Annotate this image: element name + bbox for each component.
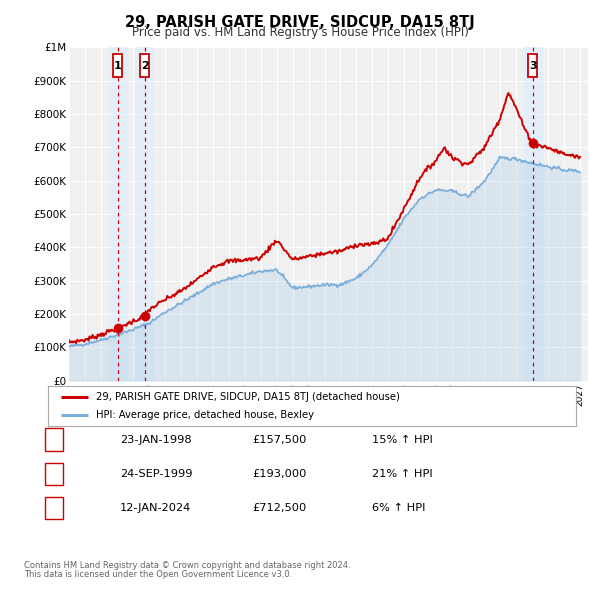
Bar [524,47,542,381]
Text: 23-JAN-1998: 23-JAN-1998 [120,435,191,444]
Text: £712,500: £712,500 [252,503,306,513]
Text: 2: 2 [50,469,58,478]
FancyBboxPatch shape [140,54,149,77]
Text: Price paid vs. HM Land Registry's House Price Index (HPI): Price paid vs. HM Land Registry's House … [131,26,469,39]
Text: 1: 1 [114,61,122,71]
Text: 29, PARISH GATE DRIVE, SIDCUP, DA15 8TJ (detached house): 29, PARISH GATE DRIVE, SIDCUP, DA15 8TJ … [95,392,400,402]
Text: 12-JAN-2024: 12-JAN-2024 [120,503,191,513]
FancyBboxPatch shape [113,54,122,77]
Text: Contains HM Land Registry data © Crown copyright and database right 2024.: Contains HM Land Registry data © Crown c… [24,561,350,570]
Text: £193,000: £193,000 [252,469,307,478]
Text: This data is licensed under the Open Government Licence v3.0.: This data is licensed under the Open Gov… [24,571,292,579]
Bar [136,47,154,381]
Text: 2: 2 [140,61,148,71]
Text: £157,500: £157,500 [252,435,307,444]
Text: 24-SEP-1999: 24-SEP-1999 [120,469,193,478]
Text: 6% ↑ HPI: 6% ↑ HPI [372,503,425,513]
Text: 29, PARISH GATE DRIVE, SIDCUP, DA15 8TJ: 29, PARISH GATE DRIVE, SIDCUP, DA15 8TJ [125,15,475,30]
Text: 15% ↑ HPI: 15% ↑ HPI [372,435,433,444]
Text: 3: 3 [50,503,58,513]
Text: 3: 3 [529,61,536,71]
FancyBboxPatch shape [529,54,537,77]
Text: HPI: Average price, detached house, Bexley: HPI: Average price, detached house, Bexl… [95,410,314,420]
Bar [109,47,127,381]
Text: 21% ↑ HPI: 21% ↑ HPI [372,469,433,478]
Text: 1: 1 [50,435,58,444]
